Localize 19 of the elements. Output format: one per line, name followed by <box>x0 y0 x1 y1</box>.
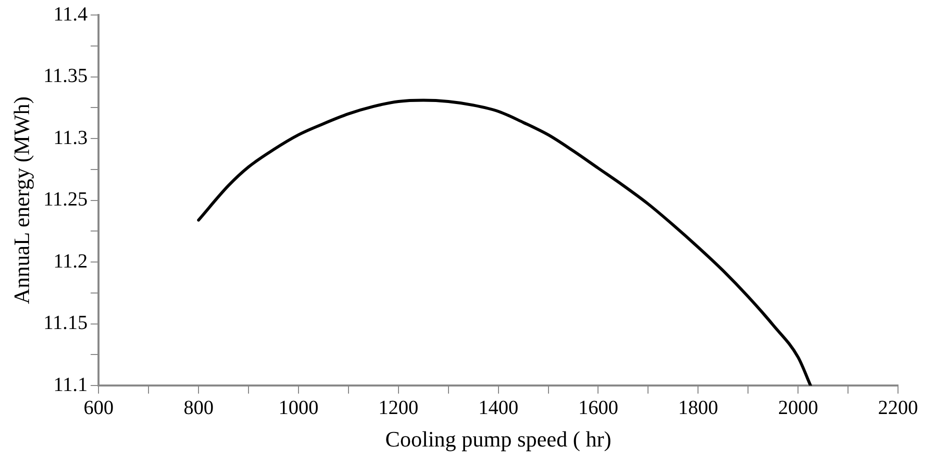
y-tick-label: 11.15 <box>43 312 88 334</box>
y-tick-label: 11.25 <box>43 188 88 211</box>
x-tick-label: 1200 <box>378 396 418 419</box>
x-axis-title: Cooling pump speed ( hr) <box>385 426 612 452</box>
y-tick-label: 11.3 <box>53 126 88 149</box>
x-tick-label: 1600 <box>578 396 618 419</box>
line-series <box>197 98 812 386</box>
y-tick-label: 11.35 <box>43 65 88 88</box>
x-tick-label: 600 <box>84 396 114 419</box>
y-tick-label: 11.4 <box>53 3 88 26</box>
x-tick-label: 1400 <box>478 396 518 419</box>
x-tick-label: 2000 <box>778 396 818 419</box>
x-tick-label: 2200 <box>878 396 918 419</box>
y-axis-title: AnnuaL energy (MWh) <box>8 96 34 304</box>
x-tick-label: 800 <box>184 396 214 419</box>
y-tick-label: 11.2 <box>53 250 88 272</box>
x-tick-label: 1800 <box>678 396 718 419</box>
x-tick-label: 1000 <box>278 396 318 419</box>
y-tick-label: 11.1 <box>53 374 88 396</box>
